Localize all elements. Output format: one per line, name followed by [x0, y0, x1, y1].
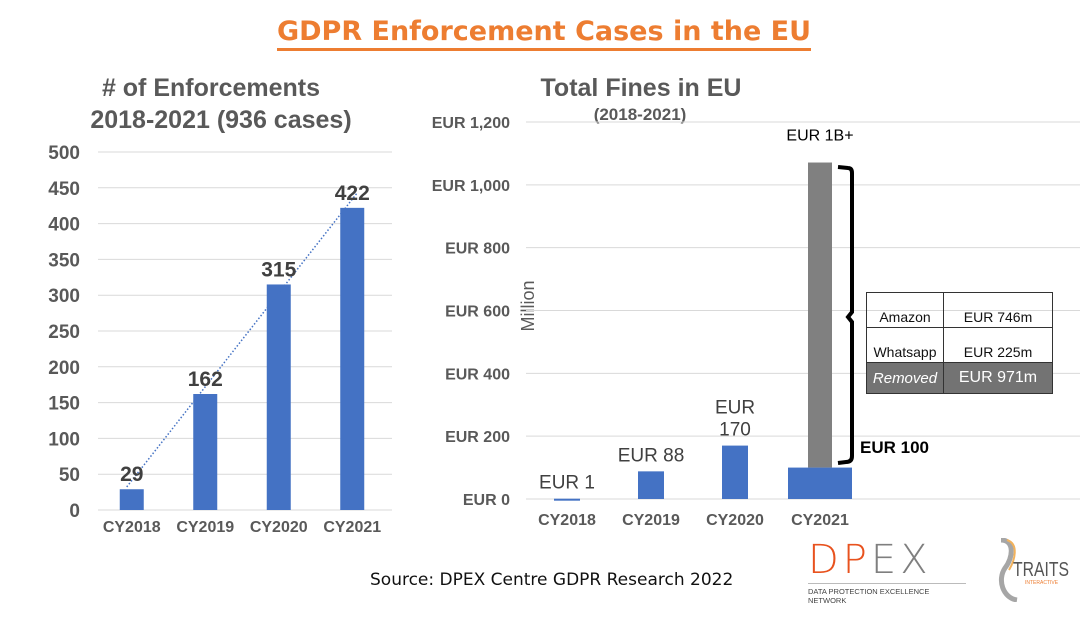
bar-cy2020 — [722, 445, 748, 499]
data-label: EUR 1B+ — [786, 128, 853, 145]
y-tick-label: 100 — [48, 429, 80, 450]
removed-label-cell: Removed — [866, 362, 944, 394]
y-tick-label: 150 — [48, 394, 80, 415]
bar-removed-cy2021 — [808, 162, 832, 468]
data-label: 162 — [188, 368, 223, 391]
y-tick-label: EUR 0 — [463, 492, 510, 509]
amount-cell: EUR 225m — [943, 327, 1053, 363]
bar-cy2019 — [638, 471, 664, 499]
y-tick-label: EUR 200 — [445, 429, 510, 446]
dpex-tagline: DATA PROTECTION EXCELLENCE NETWORK — [808, 583, 966, 605]
data-label: 315 — [261, 258, 296, 281]
straits-logo-subtext: INTERACTIVE — [1025, 580, 1059, 586]
y-tick-label: EUR 600 — [445, 304, 510, 321]
straits-s-swoosh — [999, 538, 1018, 602]
chart-subtitle: (2018-2021) — [594, 105, 687, 124]
data-label: EUR 88 — [618, 445, 685, 466]
x-tick-label: CY2020 — [250, 519, 308, 536]
x-axis-ticks: CY2018 CY2019 CY2020 CY2021 — [538, 512, 849, 529]
company-cell: Whatsapp — [866, 327, 944, 363]
bar-cy2018 — [554, 498, 580, 501]
removed-fines-table: Amazon EUR 746m Whatsapp EUR 225m Remove… — [866, 292, 1053, 394]
page-title-text: GDPR Enforcement Cases in the EU — [276, 16, 812, 51]
x-tick-label: CY2020 — [706, 512, 764, 529]
dpex-logo: DPEX DATA PROTECTION EXCELLENCE NETWORK — [808, 540, 966, 605]
table-row: Amazon EUR 746m — [866, 292, 1053, 328]
chart-subtitle: 2018-2021 (936 cases) — [90, 106, 351, 134]
y-tick-label: 400 — [48, 215, 80, 236]
trendline — [126, 192, 358, 488]
x-tick-label: CY2018 — [538, 512, 596, 529]
bar-cy2021 — [788, 467, 852, 499]
fines-chart: Total Fines in EU (2018-2021) Million EU… — [432, 74, 1080, 529]
y-tick-label: EUR 1,200 — [432, 115, 510, 132]
y-tick-label: 250 — [48, 322, 80, 343]
x-tick-label: CY2021 — [323, 519, 381, 536]
data-label: 170 — [719, 420, 751, 441]
y-tick-label: 50 — [59, 465, 80, 486]
y-tick-label: 300 — [48, 286, 80, 307]
bars — [119, 207, 365, 510]
bracket-annotation — [837, 165, 854, 465]
source-note: Source: DPEX Centre GDPR Research 2022 — [370, 570, 734, 590]
chart-title: # of Enforcements — [102, 74, 320, 102]
data-label: EUR — [715, 398, 755, 419]
y-axis-label: Million — [518, 280, 538, 331]
data-labels: 29 162 315 422 — [120, 182, 370, 486]
straits-logo-text: TRAITS — [1013, 559, 1069, 581]
y-tick-label: 500 — [48, 143, 80, 164]
table-row: Whatsapp EUR 225m — [866, 327, 1053, 363]
amount-cell: EUR 746m — [943, 292, 1053, 328]
straits-s-swoosh-accent — [1006, 539, 1016, 571]
y-tick-label: EUR 1,000 — [432, 178, 510, 195]
grid-lines — [98, 151, 392, 511]
bar-cy2018 — [119, 489, 144, 510]
bracket-label: EUR 100 — [860, 438, 929, 457]
y-tick-label: 450 — [48, 179, 80, 200]
x-tick-label: CY2018 — [103, 519, 161, 536]
x-tick-label: CY2021 — [791, 512, 849, 529]
table-row-removed: Removed EUR 971m — [866, 362, 1053, 394]
y-tick-label: EUR 800 — [445, 241, 510, 258]
dpex-logo-dp: DP — [808, 537, 871, 583]
bars — [554, 162, 852, 501]
data-label: EUR 1 — [539, 473, 595, 494]
dpex-logo-ex: EX — [870, 537, 932, 583]
page-title: GDPR Enforcement Cases in the EU — [0, 14, 1088, 51]
data-label: 422 — [335, 182, 370, 205]
removed-amount-cell: EUR 971m — [943, 362, 1053, 394]
bar-cy2020 — [266, 284, 291, 510]
data-label: 29 — [120, 463, 143, 486]
company-cell: Amazon — [866, 292, 944, 328]
straits-logo: TRAITS INTERACTIVE — [999, 538, 1069, 602]
bar-cy2019 — [193, 394, 218, 510]
y-tick-label: 0 — [69, 501, 80, 522]
x-tick-label: CY2019 — [176, 519, 234, 536]
chart-title: Total Fines in EU — [541, 74, 742, 102]
y-axis-ticks: 0 50 100 150 200 250 300 350 400 450 500 — [48, 143, 80, 522]
x-axis-ticks: CY2018 CY2019 CY2020 CY2021 — [103, 519, 381, 536]
y-axis-ticks: EUR 0 EUR 200 EUR 400 EUR 600 EUR 800 EUR 1,0… — [432, 115, 510, 509]
enforcements-chart: # of Enforcements 2018-2021 (936 cases) … — [48, 74, 392, 536]
bar-cy2021 — [340, 207, 365, 510]
trendline-line — [126, 192, 358, 488]
y-tick-label: 200 — [48, 358, 80, 379]
y-tick-label: 350 — [48, 250, 80, 271]
x-tick-label: CY2019 — [622, 512, 680, 529]
y-tick-label: EUR 400 — [445, 366, 510, 383]
